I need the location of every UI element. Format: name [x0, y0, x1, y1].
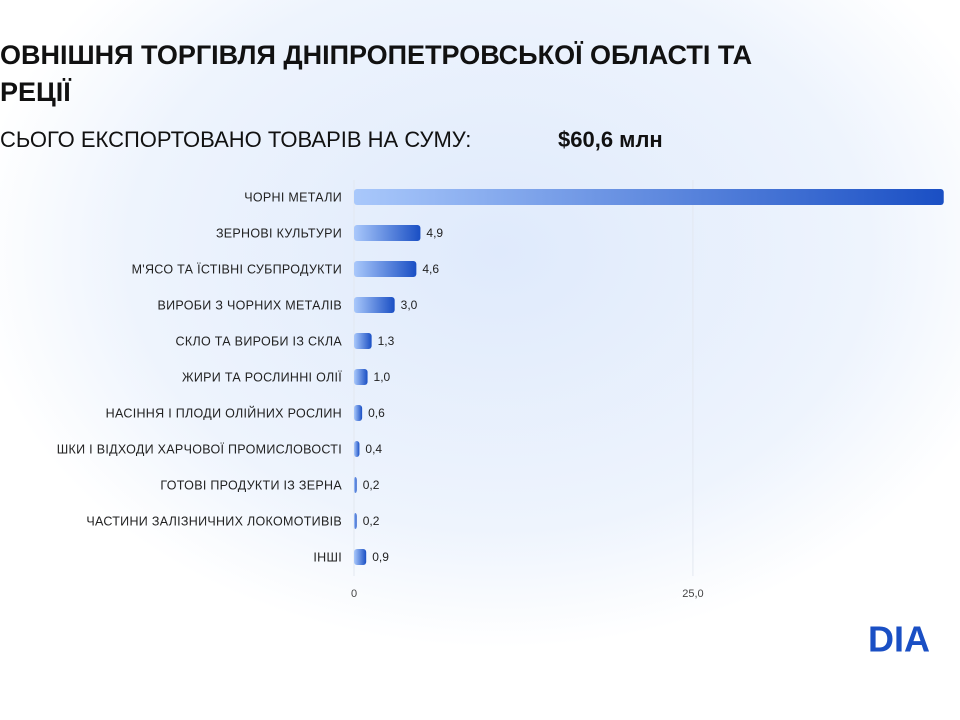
bar — [354, 297, 395, 313]
title: ОВНІШНЯ ТОРГІВЛЯ ДНІПРОПЕТРОВСЬКОЇ ОБЛАС… — [0, 40, 752, 70]
value-label: 0,4 — [365, 442, 382, 456]
value-label: 0,9 — [372, 550, 389, 564]
y-tick-label: НАСІННЯ І ПЛОДИ ОЛІЙНИХ РОСЛИН — [106, 405, 342, 420]
value-label: 4,9 — [426, 226, 443, 240]
y-tick-label: М'ЯСО ТА ЇСТІВНІ СУБПРОДУКТИ — [132, 262, 342, 276]
y-tick-label: СКЛО ТА ВИРОБИ ІЗ СКЛА — [176, 334, 343, 348]
bar — [354, 513, 357, 529]
y-tick-label: ШКИ І ВІДХОДИ ХАРЧОВОЇ ПРОМИСЛОВОСТІ — [57, 442, 342, 456]
bar — [354, 225, 421, 241]
y-tick-label: ІНШІ — [313, 550, 342, 564]
y-tick-label: ЗЕРНОВІ КУЛЬТУРИ — [216, 226, 342, 240]
subtitle-value: $60,6 млн — [558, 127, 663, 152]
title: РЕЦІЇ — [0, 77, 72, 107]
logo: DIA — [868, 619, 930, 660]
y-tick-label: ГОТОВІ ПРОДУКТИ ІЗ ЗЕРНА — [160, 478, 342, 492]
subtitle: СЬОГО ЕКСПОРТОВАНО ТОВАРІВ НА СУМУ: — [0, 127, 471, 152]
bar — [354, 369, 368, 385]
x-tick-label: 25,0 — [682, 588, 703, 600]
value-label: 3,0 — [401, 298, 418, 312]
bar — [354, 333, 372, 349]
x-tick-label: 0 — [351, 588, 357, 600]
bar — [354, 549, 367, 565]
bar — [354, 189, 944, 205]
y-tick-label: ВИРОБИ З ЧОРНИХ МЕТАЛІВ — [158, 298, 343, 312]
value-label: 1,3 — [378, 334, 395, 348]
bar — [354, 441, 360, 457]
value-label: 1,0 — [374, 370, 391, 384]
value-label: 0,6 — [368, 406, 385, 420]
bar — [354, 261, 417, 277]
bar — [354, 405, 363, 421]
y-tick-label: ЧОРНІ МЕТАЛИ — [244, 190, 342, 204]
bar — [354, 477, 357, 493]
value-label: 0,2 — [363, 514, 380, 528]
value-label: 4,6 — [422, 262, 439, 276]
y-tick-label: ЧАСТИНИ ЗАЛІЗНИЧНИХ ЛОКОМОТИВІВ — [86, 514, 342, 528]
y-tick-label: ЖИРИ ТА РОСЛИННІ ОЛІЇ — [182, 370, 342, 384]
value-label: 0,2 — [363, 478, 380, 492]
